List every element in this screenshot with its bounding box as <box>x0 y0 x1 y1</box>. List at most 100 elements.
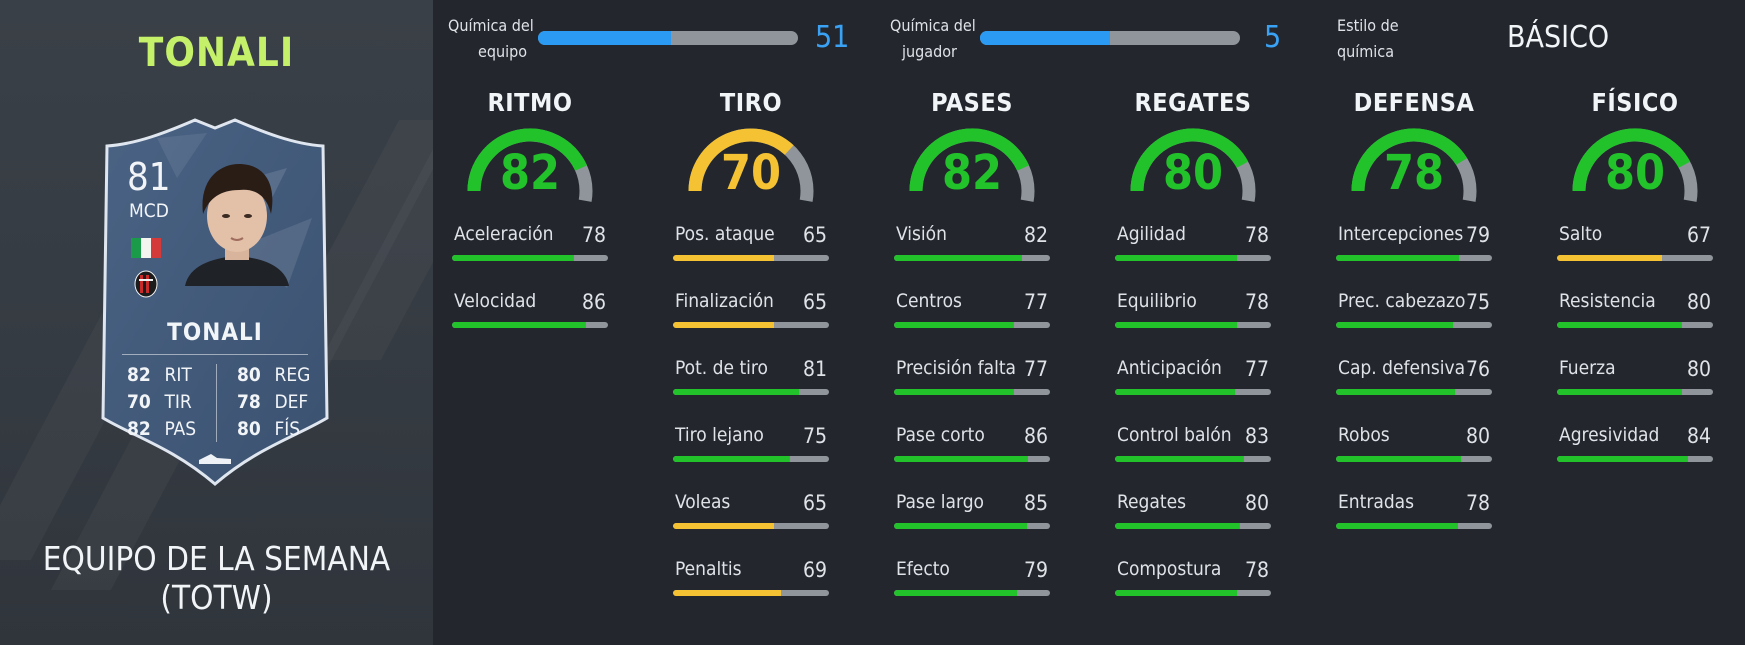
stat-row: Voleas 65 <box>673 473 829 540</box>
stat-value: 86 <box>1023 424 1048 448</box>
stat-value: 69 <box>802 558 827 582</box>
stat-label: Prec. cabezazo <box>1338 290 1466 312</box>
category-value: 78 <box>1383 145 1445 201</box>
stat-value: 79 <box>1023 558 1048 582</box>
category-value: 80 <box>1604 145 1666 201</box>
stat-bar <box>1557 255 1713 261</box>
card-stats-separator <box>216 364 217 442</box>
stat-label: Compostura <box>1117 558 1222 580</box>
stat-bar <box>452 255 608 261</box>
stat-label: Penaltis <box>675 558 742 580</box>
player-chemistry-fill <box>980 31 1110 45</box>
stat-bar-fill <box>894 255 1022 261</box>
stat-bar-fill <box>673 322 775 328</box>
stat-bar-fill <box>894 523 1027 529</box>
stat-label: Visión <box>896 223 947 245</box>
category-name: TIRO <box>719 88 783 117</box>
gauge-fill <box>1130 128 1249 192</box>
gauge-fill <box>1351 128 1468 192</box>
stat-bar <box>673 322 829 328</box>
category-0: RITMO 82 Aceleración 78 Velocidad 86 <box>452 88 608 339</box>
card-stat: 82 PAS <box>127 418 197 440</box>
stat-bar <box>1115 590 1271 596</box>
stat-row: Pos. ataque 65 <box>673 205 829 272</box>
stat-row: Robos 80 <box>1336 406 1492 473</box>
stat-bar-fill <box>1336 523 1458 529</box>
category-value: 82 <box>499 145 561 201</box>
stat-bar <box>673 456 829 462</box>
category-2: PASES 82 Visión 82 Centros 77 Precisión falta 7… <box>894 88 1050 607</box>
stat-value: 84 <box>1686 424 1711 448</box>
stat-bar <box>452 322 608 328</box>
stat-bar-fill <box>673 255 775 261</box>
stat-value: 76 <box>1465 357 1490 381</box>
stat-bar <box>894 590 1050 596</box>
category-5: FÍSICO 80 Salto 67 Resistencia 80 Fuerza 80 Agre… <box>1557 88 1713 473</box>
stat-bar-fill <box>894 389 1015 395</box>
stat-row: Visión 82 <box>894 205 1050 272</box>
stat-value: 80 <box>1244 491 1269 515</box>
stat-bar-fill <box>1115 389 1236 395</box>
stat-bar <box>1336 456 1492 462</box>
stat-value: 82 <box>1023 223 1048 247</box>
card-stat: 82 RIT <box>127 364 192 386</box>
stat-value: 77 <box>1244 357 1269 381</box>
stat-bar <box>673 389 829 395</box>
stat-bar <box>894 255 1050 261</box>
stat-value: 77 <box>1023 357 1048 381</box>
chemistry-style-value[interactable]: BÁSICO <box>1507 20 1610 55</box>
stat-value: 65 <box>802 223 827 247</box>
stat-bar <box>1115 255 1271 261</box>
stat-bar <box>894 389 1050 395</box>
stat-value: 65 <box>802 491 827 515</box>
stat-row: Intercepciones 79 <box>1336 205 1492 272</box>
stat-bar-fill <box>894 590 1018 596</box>
stat-label: Pase corto <box>896 424 985 446</box>
stat-label: Anticipación <box>1117 357 1222 379</box>
stat-bar <box>894 456 1050 462</box>
stat-bar-fill <box>1115 456 1245 462</box>
gauge-fill <box>467 128 588 192</box>
stat-bar-fill <box>1115 255 1237 261</box>
stat-row: Entradas 78 <box>1336 473 1492 540</box>
stat-label: Pase largo <box>896 491 985 513</box>
stat-bar <box>1115 322 1271 328</box>
stat-bar <box>1115 456 1271 462</box>
stat-row: Centros 77 <box>894 272 1050 339</box>
stat-value: 78 <box>1244 558 1269 582</box>
stat-bar-fill <box>1115 322 1237 328</box>
category-value: 82 <box>941 145 1003 201</box>
stat-bar <box>1336 255 1492 261</box>
stat-label: Resistencia <box>1559 290 1656 312</box>
stat-row: Anticipación 77 <box>1115 339 1271 406</box>
chemistry-style-label: Estilo de química <box>1337 16 1399 61</box>
team-chemistry-fill <box>538 31 671 45</box>
stat-label: Fuerza <box>1559 357 1616 379</box>
stat-value: 78 <box>581 223 606 247</box>
stat-bar-fill <box>1336 322 1453 328</box>
stat-row: Resistencia 80 <box>1557 272 1713 339</box>
stat-label: Tiro lejano <box>675 424 764 446</box>
stat-label: Cap. defensiva <box>1338 357 1466 379</box>
category-4: DEFENSA 78 Intercepciones 79 Prec. cabezazo 7… <box>1336 88 1492 540</box>
stat-row: Aceleración 78 <box>452 205 608 272</box>
category-gauge: 82 <box>465 123 595 205</box>
stat-value: 81 <box>802 357 827 381</box>
stat-bar-fill <box>673 456 790 462</box>
stat-value: 78 <box>1244 290 1269 314</box>
team-chemistry-value: 51 <box>815 20 850 55</box>
card-stat: 70 TIR <box>127 391 192 413</box>
player-panel: TONALI 81 MCD <box>0 0 433 645</box>
card-divider <box>122 354 308 355</box>
stat-row: Efecto 79 <box>894 540 1050 607</box>
stat-bar-fill <box>1336 389 1455 395</box>
stat-bar-fill <box>673 590 781 596</box>
stat-label: Equilibrio <box>1117 290 1197 312</box>
stat-label: Intercepciones <box>1338 223 1464 245</box>
player-card[interactable]: 81 MCD TONALI 82 RIT 70 TIR 82 PAS <box>97 118 333 488</box>
card-stats-left: 82 RIT 70 TIR 82 PAS <box>127 362 196 443</box>
stat-value: 86 <box>581 290 606 314</box>
stat-row: Finalización 65 <box>673 272 829 339</box>
stat-bar <box>1115 389 1271 395</box>
stat-bar <box>1557 389 1713 395</box>
